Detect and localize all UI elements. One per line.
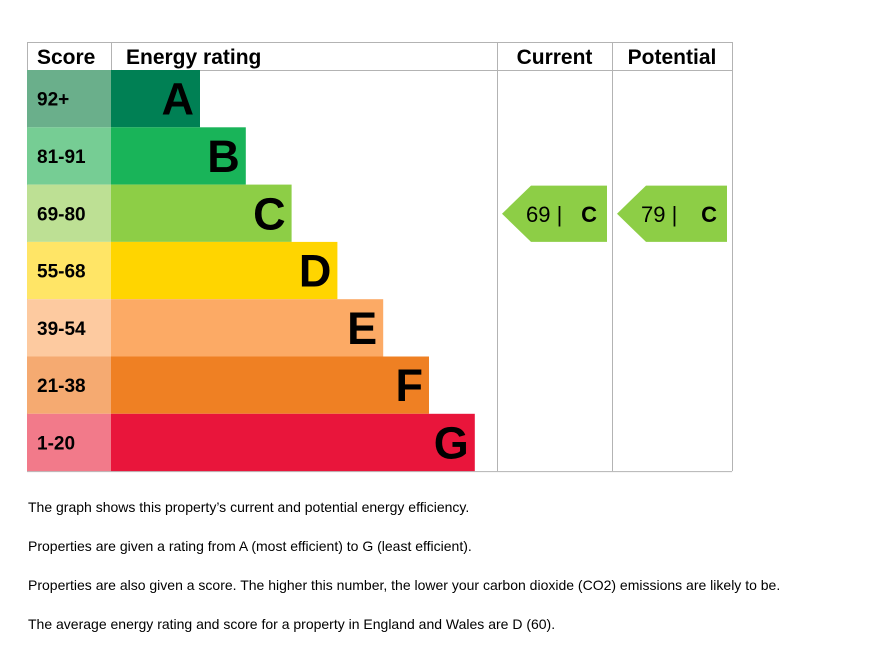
score-cell-d <box>27 241 111 300</box>
score-cell-e <box>27 299 111 357</box>
rating-bar-d <box>111 241 338 300</box>
score-cell-c <box>27 184 111 242</box>
rating-letter-a: A <box>162 74 195 125</box>
current-score-label: 69 | <box>526 202 562 227</box>
score-range-a: 92+ <box>37 90 69 111</box>
score-range-b: 81-91 <box>37 147 86 168</box>
rating-bar-f <box>111 356 429 414</box>
score-cell-b <box>27 127 111 185</box>
rating-letter-d: D <box>299 246 332 297</box>
current-rating-arrow: 69 | C <box>502 185 607 242</box>
note-average: The average energy rating and score for … <box>28 616 556 632</box>
current-band-letter: C <box>581 202 597 227</box>
potential-score-label: 79 | <box>641 202 677 227</box>
rating-letter-g: G <box>434 417 469 468</box>
potential-band-letter: C <box>701 202 717 227</box>
potential-arrow-shape <box>617 185 727 242</box>
energy-rating-chart: Score Energy rating Current Potential 92… <box>27 42 733 473</box>
rating-letter-b: B <box>207 131 240 182</box>
rating-letter-e: E <box>347 303 377 354</box>
header-current: Current <box>517 46 593 69</box>
score-range-g: 1-20 <box>37 433 75 454</box>
note-score: Properties are also given a score. The h… <box>28 577 781 593</box>
header-potential: Potential <box>628 46 717 69</box>
rating-bar-b <box>111 127 246 185</box>
chart-headers: Score Energy rating Current Potential <box>37 46 716 69</box>
rating-bar-e <box>111 299 384 357</box>
note-rating-range: Properties are given a rating from A (mo… <box>28 538 472 554</box>
score-cell-a <box>27 70 111 128</box>
rating-letter-f: F <box>396 360 424 411</box>
rating-bar-c <box>111 184 292 242</box>
rating-letter-c: C <box>253 188 286 239</box>
header-energy-rating: Energy rating <box>126 46 261 69</box>
rating-bands: 92+ A 81-91 B 69-80 C 55-68 D 39-54 E 21-38 F 1-20 G <box>27 70 475 472</box>
note-graph: The graph shows this property’s current … <box>28 499 470 515</box>
current-arrow-shape <box>502 185 607 242</box>
score-range-d: 55-68 <box>37 262 86 283</box>
potential-rating-arrow: 79 | C <box>617 185 727 242</box>
score-range-c: 69-80 <box>37 204 86 225</box>
header-score: Score <box>37 46 95 69</box>
score-range-f: 21-38 <box>37 376 86 397</box>
rating-bar-g <box>111 413 475 472</box>
rating-bar-a <box>111 70 200 128</box>
score-cell-g <box>27 413 111 472</box>
score-cell-f <box>27 356 111 414</box>
score-range-e: 39-54 <box>37 319 86 340</box>
